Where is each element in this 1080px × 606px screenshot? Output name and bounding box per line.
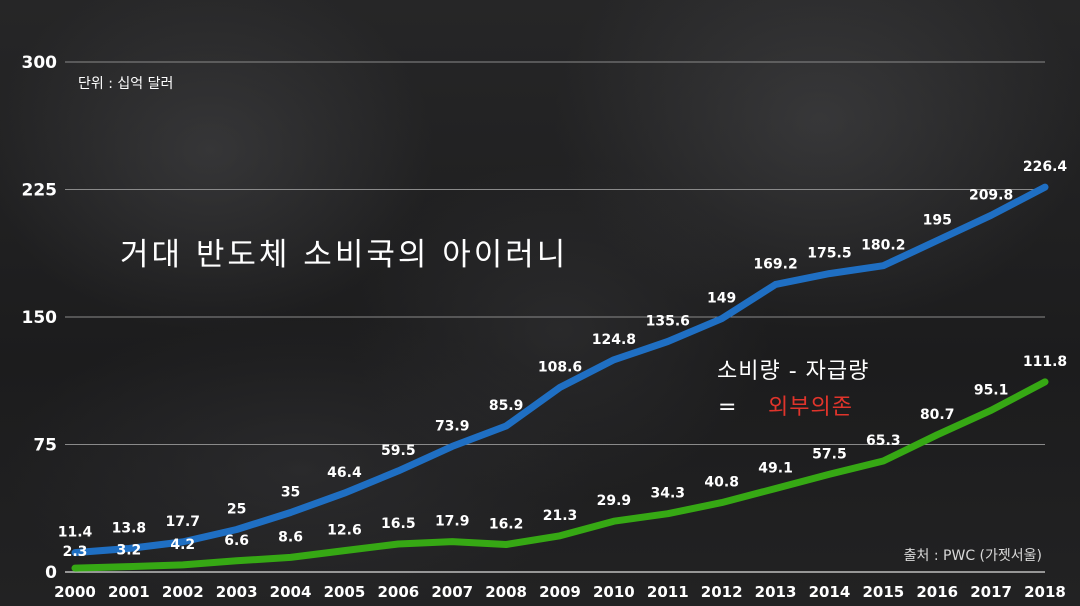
data-label: 29.9 (597, 493, 632, 509)
data-label: 65.3 (866, 433, 901, 449)
x-tick-label: 2004 (270, 583, 312, 601)
x-tick-label: 2012 (701, 583, 743, 601)
formula-equals: = (718, 395, 737, 420)
x-tick-label: 2017 (970, 583, 1012, 601)
y-tick-label: 225 (22, 181, 58, 201)
data-label: 34.3 (651, 486, 686, 502)
data-label: 124.8 (592, 332, 636, 348)
data-label: 85.9 (489, 398, 524, 414)
x-tick-label: 2005 (324, 583, 366, 601)
x-tick-label: 2018 (1024, 583, 1066, 601)
series-lines (71, 183, 1049, 572)
data-label: 46.4 (327, 465, 362, 481)
gridlines (65, 61, 1045, 573)
x-axis-ticks: 2000 2001 2002 2003 2004 2005 2006 2007 2008 2009… (54, 583, 1066, 601)
data-label: 11.4 (58, 525, 93, 541)
data-label: 16.2 (489, 516, 524, 532)
data-label: 149 (707, 291, 736, 307)
x-tick-label: 2011 (647, 583, 689, 601)
x-tick-label: 2014 (809, 583, 851, 601)
x-tick-label: 2000 (54, 583, 96, 601)
data-label: 40.8 (704, 475, 739, 491)
data-label: 17.7 (166, 514, 201, 530)
data-label: 12.6 (327, 523, 362, 539)
y-tick-label: 300 (22, 53, 58, 73)
formula-line: 소비량 - 자급량 (717, 359, 869, 384)
y-tick-label: 75 (33, 436, 57, 456)
x-tick-label: 2001 (108, 583, 150, 601)
x-tick-label: 2009 (539, 583, 581, 601)
data-label: 73.9 (435, 418, 470, 434)
source-note: 출처 : PWC (가젯서울) (904, 548, 1042, 564)
data-label: 3.2 (116, 543, 141, 559)
x-tick-label: 2013 (755, 583, 797, 601)
data-label: 13.8 (112, 521, 147, 537)
series-line-1 (71, 378, 1049, 572)
data-label: 135.6 (646, 313, 690, 329)
data-label: 2.3 (63, 544, 88, 560)
y-axis-ticks: 0 75 150 225 300 (22, 53, 58, 583)
data-label: 49.1 (758, 461, 793, 477)
data-label: 21.3 (543, 508, 578, 524)
data-label: 169.2 (753, 256, 797, 272)
data-label: 180.2 (861, 238, 905, 254)
unit-label: 단위 : 십억 달러 (78, 76, 173, 92)
data-label: 226.4 (1023, 159, 1068, 175)
x-tick-label: 2003 (216, 583, 258, 601)
series-line-0 (71, 183, 1049, 557)
x-tick-label: 2010 (593, 583, 635, 601)
data-label: 111.8 (1023, 354, 1067, 370)
y-tick-label: 150 (22, 308, 58, 328)
x-tick-label: 2007 (431, 583, 473, 601)
x-tick-label: 2002 (162, 583, 204, 601)
data-labels: 11.4 13.8 17.7 25 35 46.4 59.5 73.9 85.9 108.6 124… (58, 159, 1068, 560)
data-label: 17.9 (435, 514, 470, 530)
data-label: 8.6 (278, 529, 303, 545)
data-label: 95.1 (974, 382, 1009, 398)
data-label: 35 (281, 485, 300, 501)
data-label: 175.5 (807, 246, 851, 262)
data-label: 209.8 (969, 187, 1013, 203)
chart-title: 거대 반도체 소비국의 아이러니 (120, 237, 568, 273)
data-label: 195 (923, 213, 952, 229)
y-tick-label: 0 (45, 563, 57, 583)
x-tick-label: 2016 (916, 583, 958, 601)
formula-highlight: 외부의존 (768, 395, 853, 420)
data-label: 57.5 (812, 446, 847, 462)
x-tick-label: 2006 (377, 583, 419, 601)
data-label: 25 (227, 502, 246, 518)
data-label: 6.6 (224, 533, 249, 549)
data-label: 16.5 (381, 516, 416, 532)
data-label: 80.7 (920, 407, 955, 423)
data-label: 59.5 (381, 443, 416, 459)
x-tick-label: 2015 (862, 583, 904, 601)
x-tick-label: 2008 (485, 583, 527, 601)
data-label: 108.6 (538, 359, 582, 375)
data-label: 4.2 (170, 537, 195, 553)
